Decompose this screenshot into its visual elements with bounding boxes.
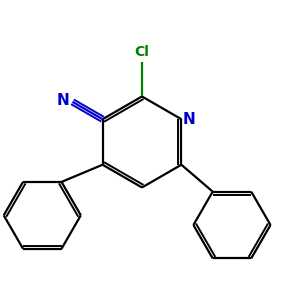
- Text: N: N: [182, 112, 195, 127]
- Text: N: N: [56, 93, 69, 108]
- Text: Cl: Cl: [134, 45, 149, 59]
